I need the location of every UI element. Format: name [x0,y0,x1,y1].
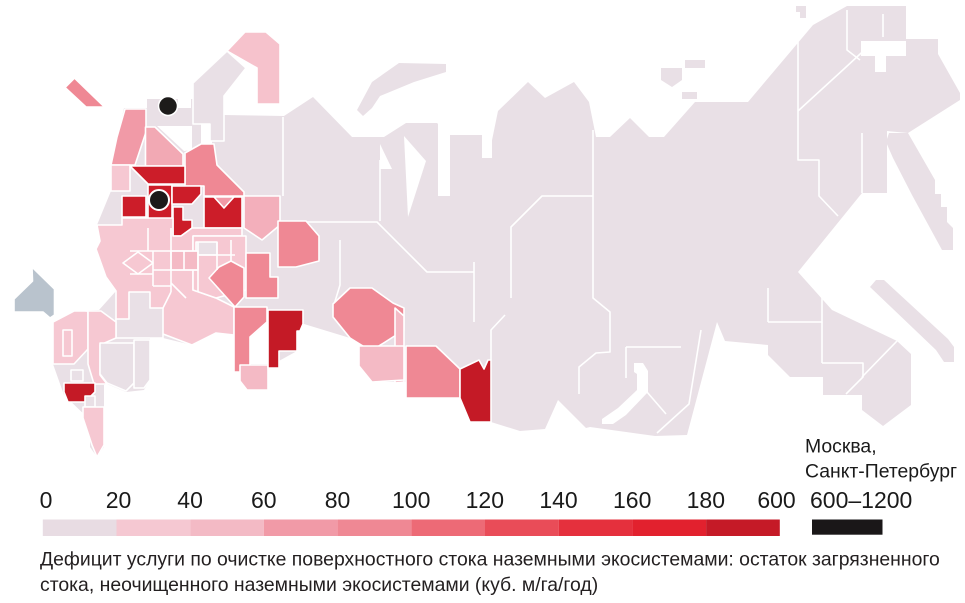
svg-text:600: 600 [757,487,795,513]
svg-text:Дефицит услуги по очистке пове: Дефицит услуги по очистке поверхностного… [40,549,940,571]
svg-text:40: 40 [177,487,203,513]
svg-text:Санкт-Петербург: Санкт-Петербург [805,461,957,483]
svg-text:140: 140 [539,487,577,513]
svg-text:0: 0 [40,487,53,513]
svg-text:Москва,: Москва, [805,436,877,458]
svg-text:20: 20 [106,487,132,513]
svg-text:120: 120 [466,487,504,513]
svg-text:600–1200: 600–1200 [810,487,912,513]
svg-text:стока, неочищенного наземными: стока, неочищенного наземными экосистема… [40,574,598,596]
svg-text:160: 160 [613,487,651,513]
svg-text:60: 60 [251,487,277,513]
svg-text:80: 80 [325,487,351,513]
svg-text:100: 100 [392,487,430,513]
svg-text:180: 180 [687,487,725,513]
